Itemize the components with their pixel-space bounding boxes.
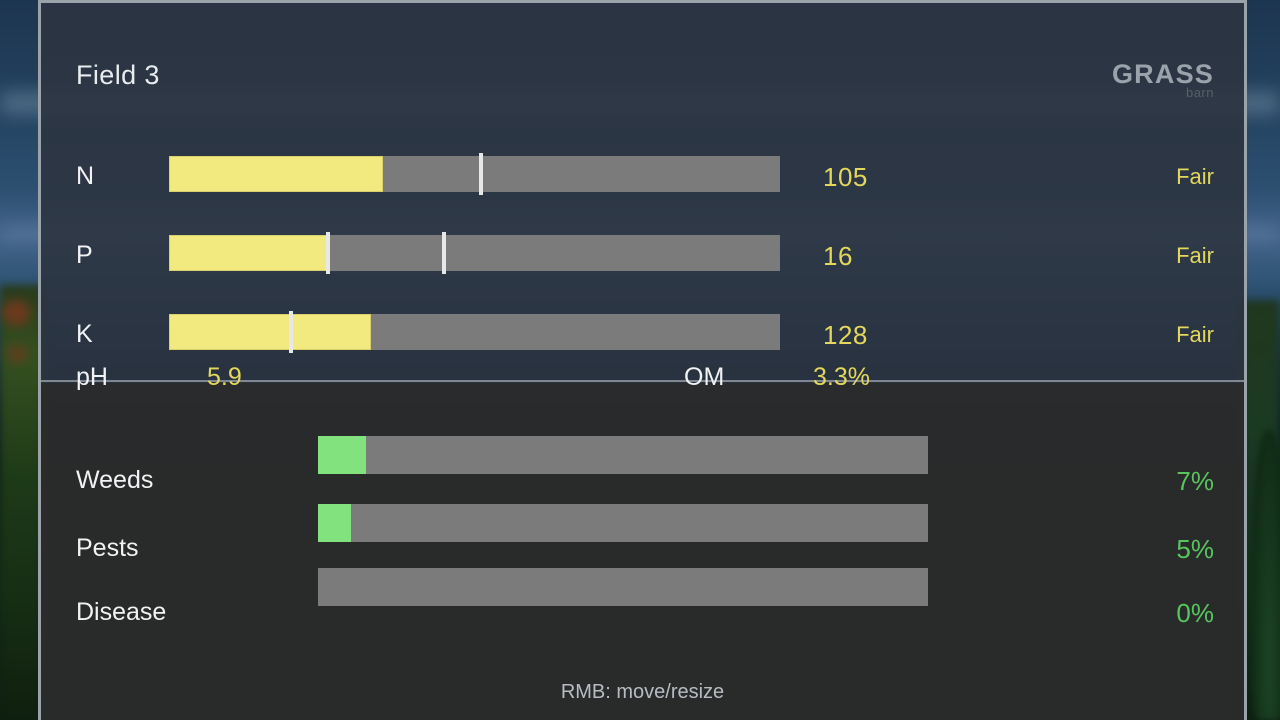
nutrient-row-k: K 128 Fair — [41, 308, 1244, 356]
pressure-track-weeds — [318, 436, 928, 474]
crop-type-label: GRASS — [1111, 59, 1214, 89]
nutrient-rating-k: Fair — [1176, 322, 1214, 347]
nutrient-rating-p: Fair — [1176, 243, 1214, 268]
nutrient-label-k: K — [76, 320, 93, 348]
pressure-row-disease: Disease 0% — [41, 568, 1244, 632]
nutrient-fill-p — [169, 235, 328, 271]
nutrient-fill-k — [169, 314, 371, 350]
move-resize-hint: RMB: move/resize — [560, 681, 725, 703]
om-value: 3.3% — [813, 363, 870, 391]
page-title: Field 3 — [76, 60, 160, 90]
nutrient-target-tick-n — [478, 153, 483, 195]
nutrient-rating-n: Fair — [1176, 164, 1214, 189]
pressure-row-pests: Pests 5% — [41, 504, 1244, 568]
pressure-label-pests: Pests — [76, 534, 139, 562]
ph-value: 5.9 — [207, 363, 242, 391]
pressure-label-weeds: Weeds — [76, 466, 154, 494]
section-divider — [41, 380, 1244, 382]
nutrient-value-n: 105 — [823, 162, 868, 192]
ph-label: pH — [76, 363, 108, 391]
nutrient-value-k: 128 — [823, 320, 868, 350]
nutrient-target-tick-k — [289, 311, 294, 353]
nutrient-track-k — [169, 311, 780, 353]
field-info-panel[interactable]: Field 3 GRASS barn N 105 Fair P 16 Fair — [38, 0, 1247, 720]
pressure-fill-weeds — [318, 436, 366, 474]
pressure-label-disease: Disease — [76, 598, 167, 626]
nutrient-row-n: N 105 Fair — [41, 150, 1244, 198]
crop-sub-label: barn — [1185, 85, 1214, 100]
pressure-fill-pests — [318, 504, 351, 542]
nutrient-fill-edge-tick-p — [325, 232, 330, 274]
tree — [1252, 430, 1280, 720]
autumn-leaf — [2, 300, 30, 326]
nutrient-label-p: P — [76, 241, 93, 269]
pressure-pct-disease: 0% — [1176, 598, 1214, 628]
nutrient-fill-n — [169, 156, 383, 192]
om-label: OM — [684, 363, 725, 391]
nutrient-track-p — [169, 232, 780, 274]
pressure-row-weeds: Weeds 7% — [41, 436, 1244, 500]
pressure-track-pests — [318, 504, 928, 542]
nutrient-label-n: N — [76, 162, 95, 190]
nutrient-track-n — [169, 153, 780, 195]
pressure-pct-weeds: 7% — [1176, 466, 1214, 496]
pressure-pct-pests: 5% — [1176, 534, 1214, 564]
nutrient-target-tick-p — [441, 232, 446, 274]
nutrient-value-p: 16 — [823, 241, 853, 271]
autumn-leaf — [6, 345, 28, 363]
nutrient-row-p: P 16 Fair — [41, 229, 1244, 277]
pressure-track-disease — [318, 568, 928, 606]
